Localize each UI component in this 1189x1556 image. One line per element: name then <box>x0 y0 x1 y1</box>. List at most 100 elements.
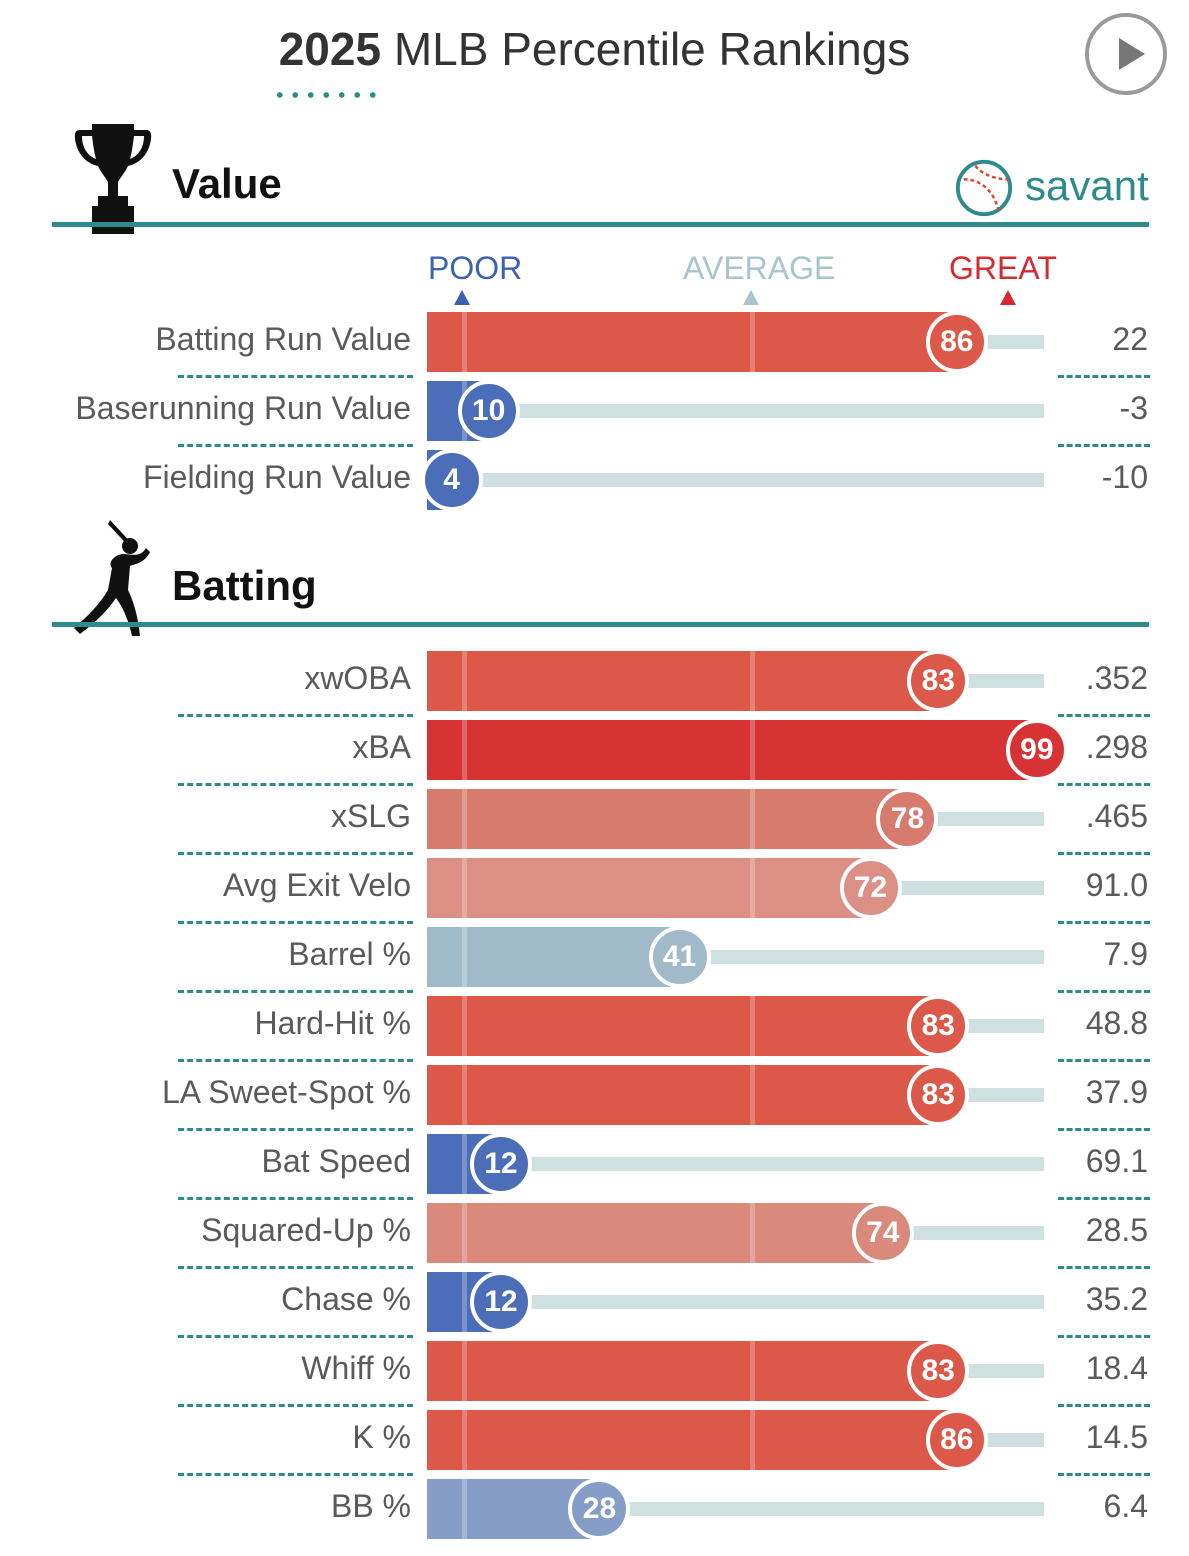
metric-label: K % <box>352 1419 411 1455</box>
stat-value: 6.4 <box>1103 1488 1148 1524</box>
stat-value: 7.9 <box>1103 936 1148 972</box>
stat-value: 35.2 <box>1085 1281 1148 1317</box>
row-separator <box>1058 1059 1150 1062</box>
percentile-bubble[interactable]: 86 <box>925 311 988 373</box>
metric-label: BB % <box>330 1488 411 1524</box>
row-separator <box>178 1266 413 1269</box>
row-separator <box>1058 990 1150 993</box>
percentile-bubble[interactable]: 28 <box>568 1478 631 1540</box>
row-separator <box>1058 783 1150 786</box>
percentile-bubble[interactable]: 83 <box>907 650 970 712</box>
metric-label: Chase % <box>281 1281 411 1317</box>
percentile-bubble[interactable]: 83 <box>907 1340 970 1402</box>
percentile-bar <box>427 996 939 1056</box>
reference-marker <box>462 1065 467 1125</box>
stat-value: 48.8 <box>1085 1005 1148 1041</box>
reference-marker <box>750 1410 755 1470</box>
percentile-bar <box>427 858 871 918</box>
percentile-bar <box>427 1341 939 1401</box>
percentile-bar <box>427 789 908 849</box>
percentile-bubble[interactable]: 78 <box>876 788 939 850</box>
row-separator <box>1058 714 1150 717</box>
row-separator <box>1058 852 1150 855</box>
percentile-bubble[interactable]: 83 <box>907 995 970 1057</box>
row-separator <box>1058 375 1150 378</box>
reference-marker <box>462 651 467 711</box>
metric-label: Avg Exit Velo <box>223 867 411 903</box>
trophy-icon <box>74 124 152 234</box>
reference-marker <box>750 1341 755 1401</box>
legend-great-arrow <box>1000 290 1016 305</box>
percentile-bubble[interactable]: 72 <box>839 857 902 919</box>
savant-brand[interactable]: savant <box>1025 162 1149 209</box>
metric-label: Squared-Up % <box>201 1212 411 1248</box>
play-button[interactable] <box>1085 13 1167 95</box>
row-separator <box>178 1128 413 1131</box>
row-separator <box>178 1335 413 1338</box>
title-underline-dots <box>272 91 382 99</box>
row-separator <box>178 444 413 447</box>
row-separator <box>178 990 413 993</box>
page-title: 2025 MLB Percentile Rankings <box>0 22 1189 76</box>
stat-value: -10 <box>1101 459 1148 495</box>
stat-value: -3 <box>1119 390 1148 426</box>
row-separator <box>178 921 413 924</box>
metric-label: LA Sweet-Spot % <box>161 1074 411 1110</box>
reference-marker <box>750 789 755 849</box>
percentile-bubble[interactable]: 41 <box>648 926 711 988</box>
row-separator <box>178 1059 413 1062</box>
percentile-bubble[interactable]: 74 <box>851 1202 914 1264</box>
percentile-bubble[interactable]: 99 <box>1005 719 1068 781</box>
reference-marker <box>462 1479 467 1539</box>
legend-average-arrow <box>743 290 759 305</box>
row-separator <box>1058 1473 1150 1476</box>
reference-marker <box>462 720 467 780</box>
title-text: MLB Percentile Rankings <box>393 23 911 75</box>
percentile-track <box>428 404 1044 418</box>
metric-label: xwOBA <box>304 660 411 696</box>
percentile-bubble[interactable]: 86 <box>925 1409 988 1471</box>
stat-value: 91.0 <box>1085 867 1148 903</box>
reference-marker <box>462 1203 467 1263</box>
stat-value: .352 <box>1085 660 1148 696</box>
stat-value: 14.5 <box>1085 1419 1148 1455</box>
reference-marker <box>462 312 467 372</box>
metric-label: Batting Run Value <box>155 321 411 357</box>
stat-value: .298 <box>1085 729 1148 765</box>
percentile-bar <box>427 1203 883 1263</box>
row-separator <box>178 375 413 378</box>
stat-value: 37.9 <box>1085 1074 1148 1110</box>
percentile-bubble[interactable]: 12 <box>469 1271 532 1333</box>
percentile-track <box>428 1295 1044 1309</box>
percentile-track <box>428 1157 1044 1171</box>
row-separator <box>1058 1404 1150 1407</box>
percentile-bar <box>427 927 680 987</box>
reference-marker <box>462 1410 467 1470</box>
percentile-bar <box>427 720 1037 780</box>
row-separator <box>178 852 413 855</box>
row-separator <box>1058 444 1150 447</box>
percentile-bar <box>427 1410 957 1470</box>
reference-marker <box>462 789 467 849</box>
row-separator <box>178 783 413 786</box>
percentile-bubble[interactable]: 12 <box>469 1133 532 1195</box>
row-separator <box>1058 1335 1150 1338</box>
row-separator <box>1058 1266 1150 1269</box>
reference-marker <box>462 1272 467 1332</box>
title-year: 2025 <box>278 23 382 75</box>
percentile-bubble[interactable]: 83 <box>907 1064 970 1126</box>
section-title-value: Value <box>172 160 282 207</box>
metric-label: xBA <box>352 729 411 765</box>
metric-label: Fielding Run Value <box>142 459 411 495</box>
section-rule-batting <box>52 622 1149 627</box>
percentile-track <box>428 473 1044 487</box>
reference-marker <box>462 996 467 1056</box>
section-title-batting: Batting <box>172 562 317 609</box>
stat-value: .465 <box>1085 798 1148 834</box>
percentile-bar <box>427 1065 939 1125</box>
metric-label: xSLG <box>330 798 411 834</box>
stat-value: 69.1 <box>1085 1143 1148 1179</box>
percentile-bubble[interactable]: 4 <box>420 449 483 511</box>
stat-value: 28.5 <box>1085 1212 1148 1248</box>
percentile-bubble[interactable]: 10 <box>457 380 520 442</box>
